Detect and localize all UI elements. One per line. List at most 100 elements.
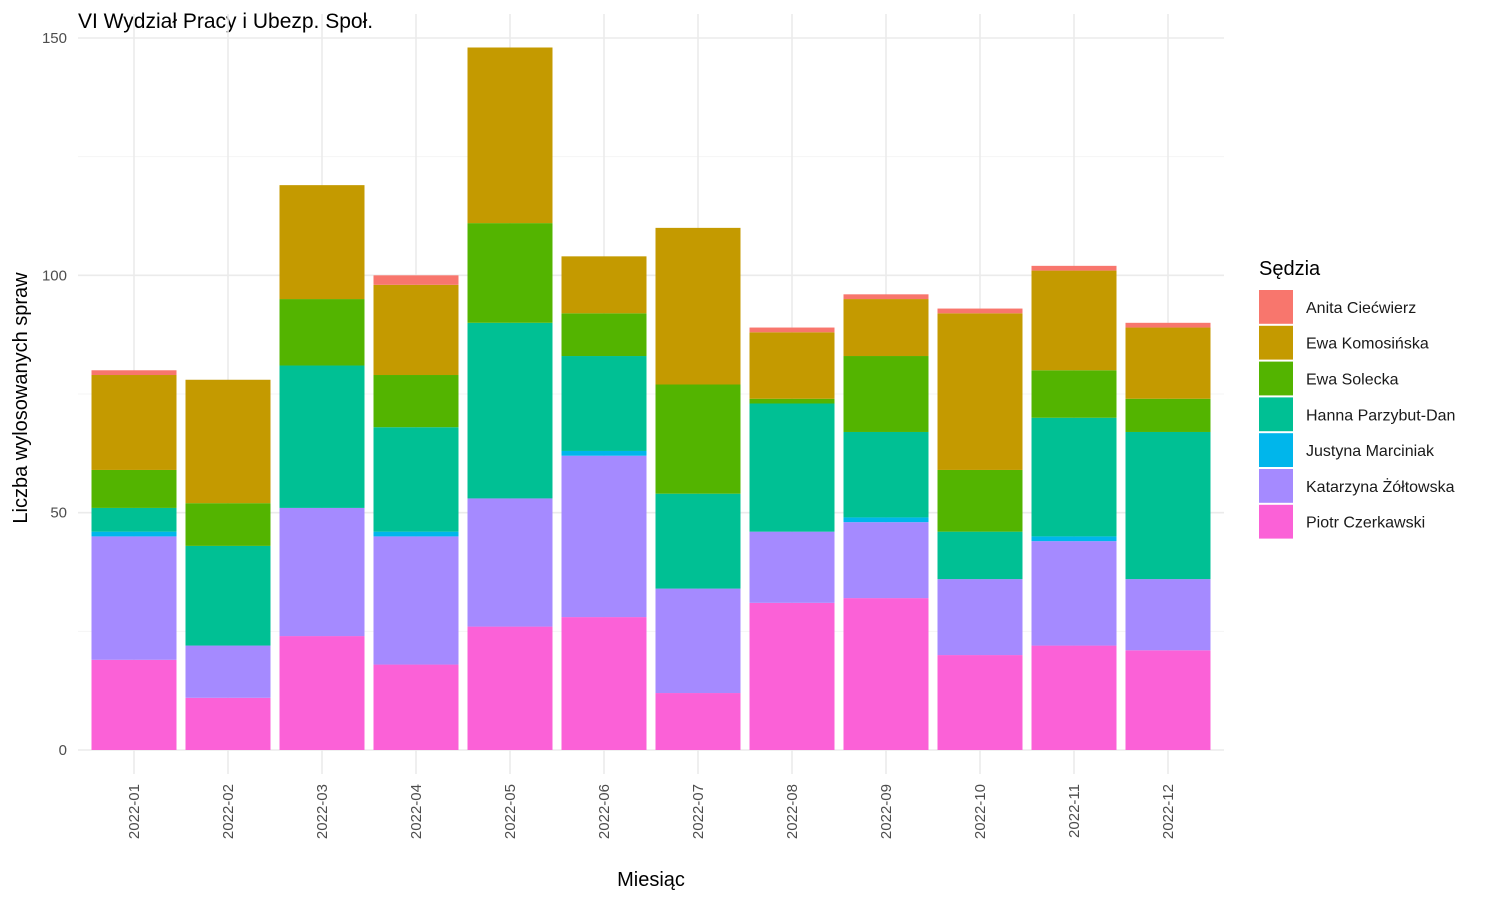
bar-segment bbox=[1031, 370, 1117, 418]
bar-segment bbox=[373, 275, 459, 285]
x-tick-label: 2022-11 bbox=[1066, 784, 1083, 838]
bar-segment bbox=[1031, 417, 1117, 537]
legend: Sędzia Anita Ciećwierz Ewa Komosińska Ewa … bbox=[1259, 258, 1455, 539]
legend-key bbox=[1259, 325, 1293, 360]
bar-segment bbox=[1125, 650, 1211, 750]
bar-segment bbox=[561, 455, 647, 618]
bar-segment bbox=[91, 507, 177, 532]
y-axis-title: Liczba wylosowanych spraw bbox=[10, 272, 32, 524]
bar-segment bbox=[91, 531, 177, 537]
chart-title: VI Wydział Pracy i Ubezp. Społ. bbox=[78, 10, 373, 33]
bar-segment bbox=[279, 636, 365, 750]
bar-segment bbox=[1031, 536, 1117, 542]
y-tick-label: 50 bbox=[50, 505, 67, 522]
bar-segment bbox=[561, 356, 647, 451]
bar-segment bbox=[279, 299, 365, 366]
legend-label: Ewa Komosińska bbox=[1306, 336, 1429, 353]
bar-segment bbox=[561, 256, 647, 314]
legend-key bbox=[1259, 361, 1293, 396]
bar-segment bbox=[467, 626, 553, 750]
bar-segment bbox=[655, 227, 741, 385]
bar-segment bbox=[1031, 270, 1117, 371]
x-tick-label: 2022-05 bbox=[502, 784, 519, 839]
bar-segment bbox=[1125, 322, 1211, 328]
bar-segment bbox=[749, 327, 835, 333]
bar-segment bbox=[467, 322, 553, 499]
legend-key bbox=[1259, 469, 1293, 503]
bar-segment bbox=[1031, 645, 1117, 750]
legend-label: Piotr Czerkawski bbox=[1306, 515, 1425, 532]
bar-segment bbox=[937, 655, 1023, 750]
x-axis-ticks: 2022-01 2022-02 2022-03 2022-04 2022-05 2022-… bbox=[126, 784, 1177, 839]
legend-key bbox=[1259, 433, 1293, 467]
bar-segment bbox=[655, 588, 741, 694]
bar-segment bbox=[279, 185, 365, 300]
legend-key bbox=[1259, 397, 1293, 432]
bar-segment bbox=[373, 531, 459, 537]
bar-segment bbox=[749, 403, 835, 532]
bar-segment bbox=[1031, 541, 1117, 646]
bar-segment bbox=[561, 450, 647, 456]
legend-label: Ewa Solecka bbox=[1306, 372, 1399, 389]
bar-segment bbox=[373, 375, 459, 428]
bar-segment bbox=[655, 493, 741, 589]
bar-segment bbox=[561, 617, 647, 750]
x-tick-label: 2022-12 bbox=[1160, 784, 1177, 839]
bar-segment bbox=[185, 503, 271, 546]
bar-segment bbox=[749, 602, 835, 750]
x-tick-label: 2022-08 bbox=[784, 784, 801, 839]
bar-segment bbox=[373, 664, 459, 750]
legend-label: Katarzyna Żółtowska bbox=[1306, 477, 1455, 496]
bar-segment bbox=[843, 517, 929, 523]
bar-segment bbox=[937, 469, 1023, 532]
y-tick-label: 150 bbox=[42, 30, 67, 47]
bar-segment bbox=[279, 365, 365, 508]
y-tick-label: 100 bbox=[42, 267, 67, 284]
y-tick-label: 0 bbox=[59, 742, 67, 759]
bar-segment bbox=[937, 579, 1023, 656]
bar-segment bbox=[937, 308, 1023, 314]
legend-key bbox=[1259, 504, 1293, 539]
bar-segment bbox=[91, 536, 177, 660]
x-tick-label: 2022-02 bbox=[220, 784, 237, 839]
bar-segment bbox=[373, 427, 459, 532]
bar-segment bbox=[561, 313, 647, 357]
bar-segment bbox=[91, 370, 177, 376]
bar-segment bbox=[749, 332, 835, 399]
bar-segment bbox=[843, 431, 929, 518]
bar-segment bbox=[467, 47, 553, 224]
bar-segment bbox=[749, 398, 835, 404]
bar-segment bbox=[373, 284, 459, 376]
bar-segment bbox=[937, 531, 1023, 580]
bar-segment bbox=[91, 659, 177, 750]
bar-segment bbox=[843, 299, 929, 357]
x-tick-label: 2022-09 bbox=[878, 784, 895, 839]
legend-label: Anita Ciećwierz bbox=[1306, 300, 1416, 317]
x-tick-label: 2022-04 bbox=[408, 784, 425, 839]
bar-segment bbox=[373, 536, 459, 665]
bar-segment bbox=[91, 469, 177, 508]
bar-segment bbox=[185, 545, 271, 646]
y-axis-ticks: 0 50 100 150 bbox=[42, 30, 67, 759]
legend-key bbox=[1259, 290, 1293, 324]
bar-segment bbox=[279, 507, 365, 637]
bar-segment bbox=[843, 294, 929, 300]
x-tick-label: 2022-06 bbox=[596, 784, 613, 839]
bar-segment bbox=[655, 693, 741, 750]
bar-segment bbox=[185, 697, 271, 750]
x-tick-label: 2022-01 bbox=[126, 784, 143, 839]
bar-segment bbox=[185, 645, 271, 698]
bar-segment bbox=[843, 522, 929, 599]
legend-title: Sędzia bbox=[1259, 258, 1321, 280]
bar-segment bbox=[843, 598, 929, 750]
bar-segment bbox=[467, 223, 553, 323]
legend-label: Hanna Parzybut-Dan bbox=[1306, 407, 1455, 424]
bar-segment bbox=[655, 384, 741, 494]
bar-segment bbox=[1031, 265, 1117, 271]
x-tick-label: 2022-10 bbox=[972, 784, 989, 839]
x-tick-label: 2022-03 bbox=[314, 784, 331, 839]
bar-segment bbox=[843, 356, 929, 432]
bar-segment bbox=[749, 531, 835, 603]
x-axis-title: Miesiąc bbox=[617, 869, 685, 891]
